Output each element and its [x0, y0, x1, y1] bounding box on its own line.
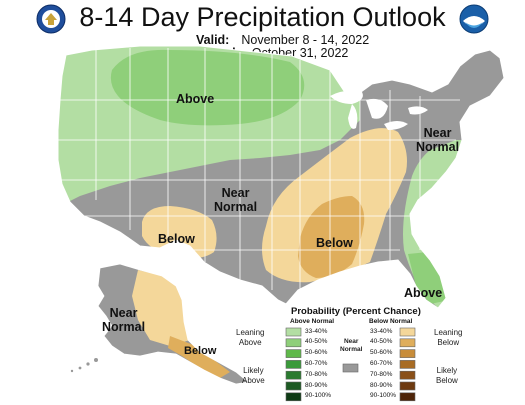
- label-above-north: Above: [176, 92, 215, 106]
- legend-near-normal: Near Normal: [340, 338, 362, 354]
- conus-outline: [57, 45, 505, 309]
- label-near-normal-alaska: Near Normal: [102, 306, 146, 334]
- legend-range-below-5: 80-90%: [370, 381, 393, 389]
- legend-swatch-above-4: [285, 370, 302, 380]
- valid-dates: Valid: November 8 - 14, 2022: [196, 33, 369, 47]
- legend-range-below-6: 90-100%: [370, 392, 397, 400]
- legend-range-below-2: 50-60%: [370, 349, 393, 357]
- legend-range-above-1: 40-50%: [305, 338, 328, 346]
- commerce-seal-icon: [36, 4, 66, 34]
- legend-likely-below-text: Likely Below: [436, 366, 458, 385]
- above-likely-north-area: [110, 49, 305, 126]
- legend-swatch-above-0: [285, 327, 302, 337]
- legend-swatches: [285, 327, 416, 402]
- label-below-alaska: Below: [184, 345, 217, 357]
- below-leaning-southwest-area: [142, 206, 217, 259]
- legend-swatch-above-2: [285, 349, 302, 358]
- label-above-florida: Above: [404, 286, 443, 300]
- legend-title: Probability (Percent Chance): [291, 306, 421, 317]
- legend-range-below-3: 60-70%: [370, 359, 393, 367]
- below-likely-alaska-area: [168, 336, 230, 378]
- valid-value: November 8 - 14, 2022: [241, 33, 370, 47]
- label-near-normal-northeast: Near Normal: [416, 126, 460, 154]
- legend-swatch-below-4: [399, 370, 416, 380]
- page-title: 8-14 Day Precipitation Outlook: [79, 2, 446, 32]
- legend-range-below-0: 33-40%: [370, 327, 393, 335]
- legend-range-below-1: 40-50%: [370, 338, 393, 346]
- legend-range-above-5: 80-90%: [305, 381, 328, 389]
- legend-swatch-above-6: [285, 392, 302, 402]
- noaa-logo-icon: [459, 4, 489, 34]
- label-below-southwest: Below: [158, 232, 195, 246]
- aleutian-islands: [70, 358, 98, 373]
- below-leaning-alaska-area: [132, 270, 190, 346]
- legend-leaning-above-text: Leaning Above: [236, 328, 265, 347]
- legend-range-above-6: 90-100%: [305, 392, 332, 400]
- legend-likely-above: Likely Above: [242, 366, 265, 386]
- legend-likely-below: Likely Below: [436, 366, 458, 386]
- legend-range-above-4: 70-80%: [305, 370, 328, 378]
- legend-swatch-below-1: [399, 338, 416, 348]
- label-below-mississippi: Below: [316, 236, 353, 250]
- legend-swatch-below-2: [399, 349, 416, 358]
- legend-swatch-near-normal: [342, 363, 359, 373]
- legend-above-header: Above Normal: [290, 318, 335, 325]
- legend-leaning-below: Leaning Below: [434, 328, 462, 348]
- legend-swatch-above-5: [285, 381, 302, 391]
- legend-near-normal-text: Near Normal: [340, 338, 363, 353]
- legend-leaning-below-text: Leaning Below: [434, 328, 463, 347]
- legend-range-above-0: 33-40%: [305, 327, 328, 335]
- legend-swatch-above-3: [285, 360, 302, 369]
- great-lakes: [330, 90, 428, 130]
- legend-swatch-below-3: [399, 360, 416, 369]
- legend-range-above-2: 50-60%: [305, 349, 328, 357]
- alaska-outline: [97, 263, 249, 385]
- legend-range-above-3: 60-70%: [305, 359, 328, 367]
- legend-swatch-above-1: [285, 338, 302, 348]
- legend-below-header: Below Normal: [369, 318, 413, 325]
- label-near-normal-center: Near Normal: [214, 186, 258, 214]
- legend-leaning-above: Leaning Above: [236, 328, 264, 348]
- valid-label: Valid:: [196, 33, 230, 47]
- legend-swatch-below-6: [399, 392, 416, 402]
- legend-swatch-below-5: [399, 381, 416, 391]
- below-likely-mississippi-area: [298, 196, 365, 278]
- legend-likely-above-text: Likely Above: [242, 366, 265, 385]
- legend-range-below-4: 70-80%: [370, 370, 393, 378]
- legend-swatch-below-0: [399, 327, 416, 337]
